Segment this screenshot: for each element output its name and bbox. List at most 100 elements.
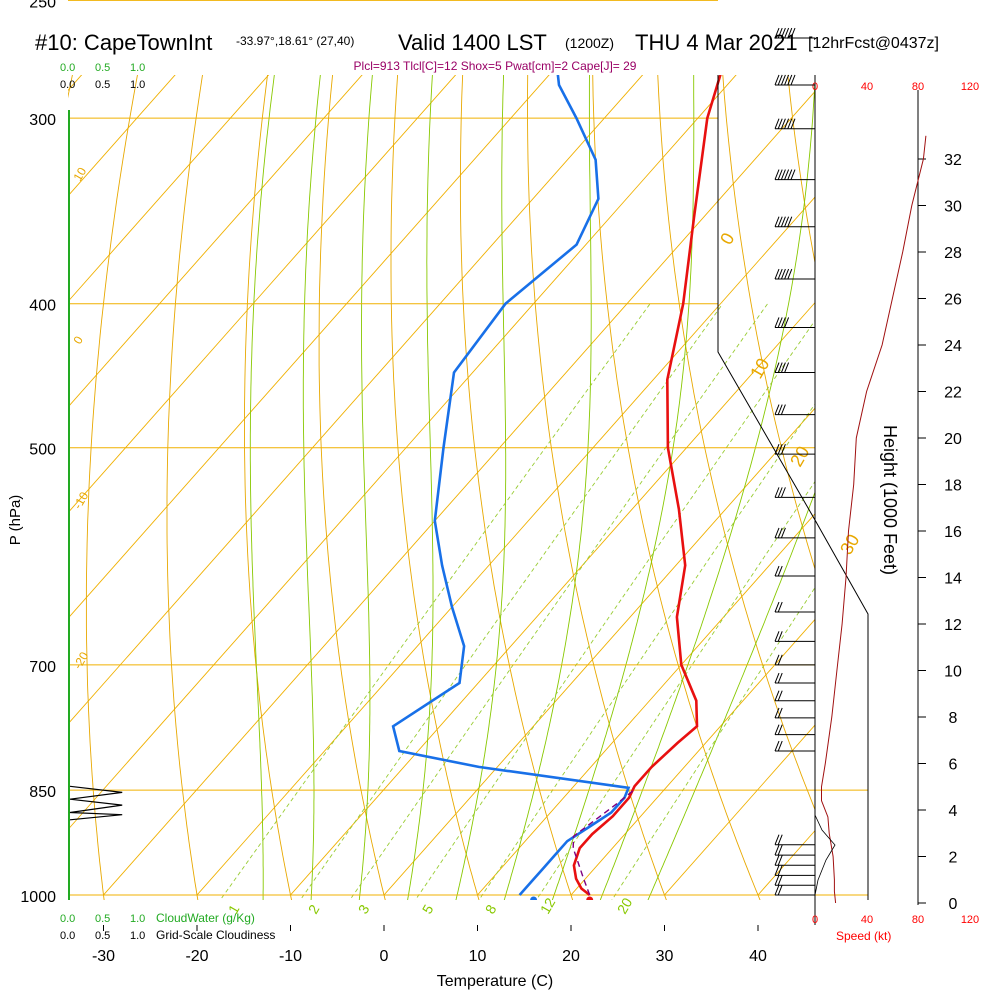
wind-barb-flag [784,27,790,39]
wind-barb-flag [777,216,783,227]
dewpoint-line [391,75,631,896]
wind-barb-flag [777,672,783,684]
mixing-ratio-line [414,319,815,900]
wind-barb-flag [780,362,786,373]
mixing-ratio-label: 12 [537,895,559,917]
wind-barb-flag [780,268,786,280]
dry-adiabat-label: 20 [786,443,813,470]
scale-tick: 0.0 [60,62,75,74]
wind-barb-flag [780,74,786,86]
dry-adiabat-line [166,75,203,900]
cloudiness-line [69,785,123,821]
wind-barb-flag [774,631,780,642]
wind-barb-flag [774,216,780,227]
surface-temperature-dot [586,896,594,900]
dry-adiabat-line [459,75,574,900]
wind-barb-flag [774,855,780,866]
indices-text: Plcl=913 Tlcl[C]=12 Shox=5 Pwat[cm]=2 Ca… [354,59,637,73]
height-tick-label: 4 [949,803,958,820]
wind-barb-flag [787,216,793,227]
wind-barb-flag [784,74,790,86]
pressure-label: 250 [29,0,56,11]
wind-barb-flag [777,27,783,39]
wind-barb-flag [777,118,783,129]
x-tick-label: 0 [380,948,389,965]
wind-barb-flag [787,118,793,129]
x-tick-label: -30 [92,948,115,965]
bottom-cloudiness-scale: 0.0 0.5 1.0 [60,930,145,942]
speed-tick: 120 [961,914,979,926]
wind-barb-flag [777,875,783,886]
wind-barb-flag [784,317,790,328]
wind-barb-flag [777,631,783,642]
height-tick-label: 20 [944,431,962,448]
location-text: -33.97°,18.61° (27,40) [236,34,354,48]
x-tick-label: 40 [749,948,767,965]
wind-barb-flag [774,654,780,666]
height-tick-label: 32 [944,152,962,169]
wind-barb-flag [780,317,786,328]
cloudiness-panel [69,785,123,821]
height-panel-boundary [814,519,869,900]
pressure-label: 700 [29,659,56,676]
speed-tick: 0 [812,914,818,926]
plot-background-lines [68,0,1000,927]
wind-barb-flag [787,27,793,39]
wind-barb-flag [774,601,780,613]
wind-barb-flag [780,27,786,39]
wind-barb-flag [774,690,780,701]
height-tick-label: 6 [949,757,958,774]
x-tick-label: -20 [185,948,208,965]
speed-tick: 40 [861,914,873,926]
height-tick-label: 16 [944,524,962,541]
wind-barb-flag [780,443,786,455]
height-tick-label: 24 [944,338,962,355]
dry-adiabat-line [842,0,1000,927]
wind-barb-flag [777,724,783,735]
wind-barb-flag [774,740,780,752]
wind-barb-flag [777,74,783,86]
wind-barb-flag [774,74,780,86]
wind-barb-flag [784,169,790,180]
dry-adiabat-line [390,75,480,900]
wind-panel-boundary [717,75,816,521]
wind-barb-flag [777,317,783,328]
moist-adiabat-line [503,75,592,900]
cloudwater-label: CloudWater (g/Kg) [156,911,255,925]
wind-barb-flag [787,169,793,180]
top-cloudiness-scale: 0.0 0.5 1.0 [60,79,145,91]
mixing-ratio-label: 8 [482,902,500,917]
wind-barb-flag [774,443,780,455]
pressure-label: 1000 [20,889,56,906]
height-tick-label: 26 [944,292,962,309]
wind-barb-flag [774,169,780,180]
dry-adiabat-label: 10 [70,165,89,184]
dry-adiabat-line [966,0,1000,927]
wind-barb-flag [780,118,786,129]
wind-barb-flag [777,740,783,752]
wind-barb-flag [777,844,783,856]
x-tick-label: 20 [562,948,580,965]
scale-tick: 0.5 [95,62,110,74]
speed-tick: 0 [812,81,818,93]
wind-barb-flag [777,443,783,455]
wind-barb-flag [777,404,783,415]
isotherm-line [664,724,815,896]
wind-barb-flag [790,74,796,86]
wind-barb-flag [777,268,783,280]
mixing-ratio-line [299,303,724,900]
scale-tick: 1.0 [130,62,145,74]
wind-barb-flag [774,865,780,876]
wind-barb-flag [774,672,780,684]
dry-adiabat-line [592,75,761,900]
dry-adiabat-line [244,75,292,900]
station-title: #10: CapeTownInt [35,30,212,55]
wind-barb-flag [790,169,796,180]
wind-barb-flag [777,707,783,719]
x-tick-label: 10 [469,948,487,965]
wind-barb-flag [777,865,783,876]
wind-barb-flag [780,216,786,227]
height-tick-label: 10 [944,664,962,681]
bottom-cloudwater-scale: 0.0 0.5 1.0 [60,913,145,925]
